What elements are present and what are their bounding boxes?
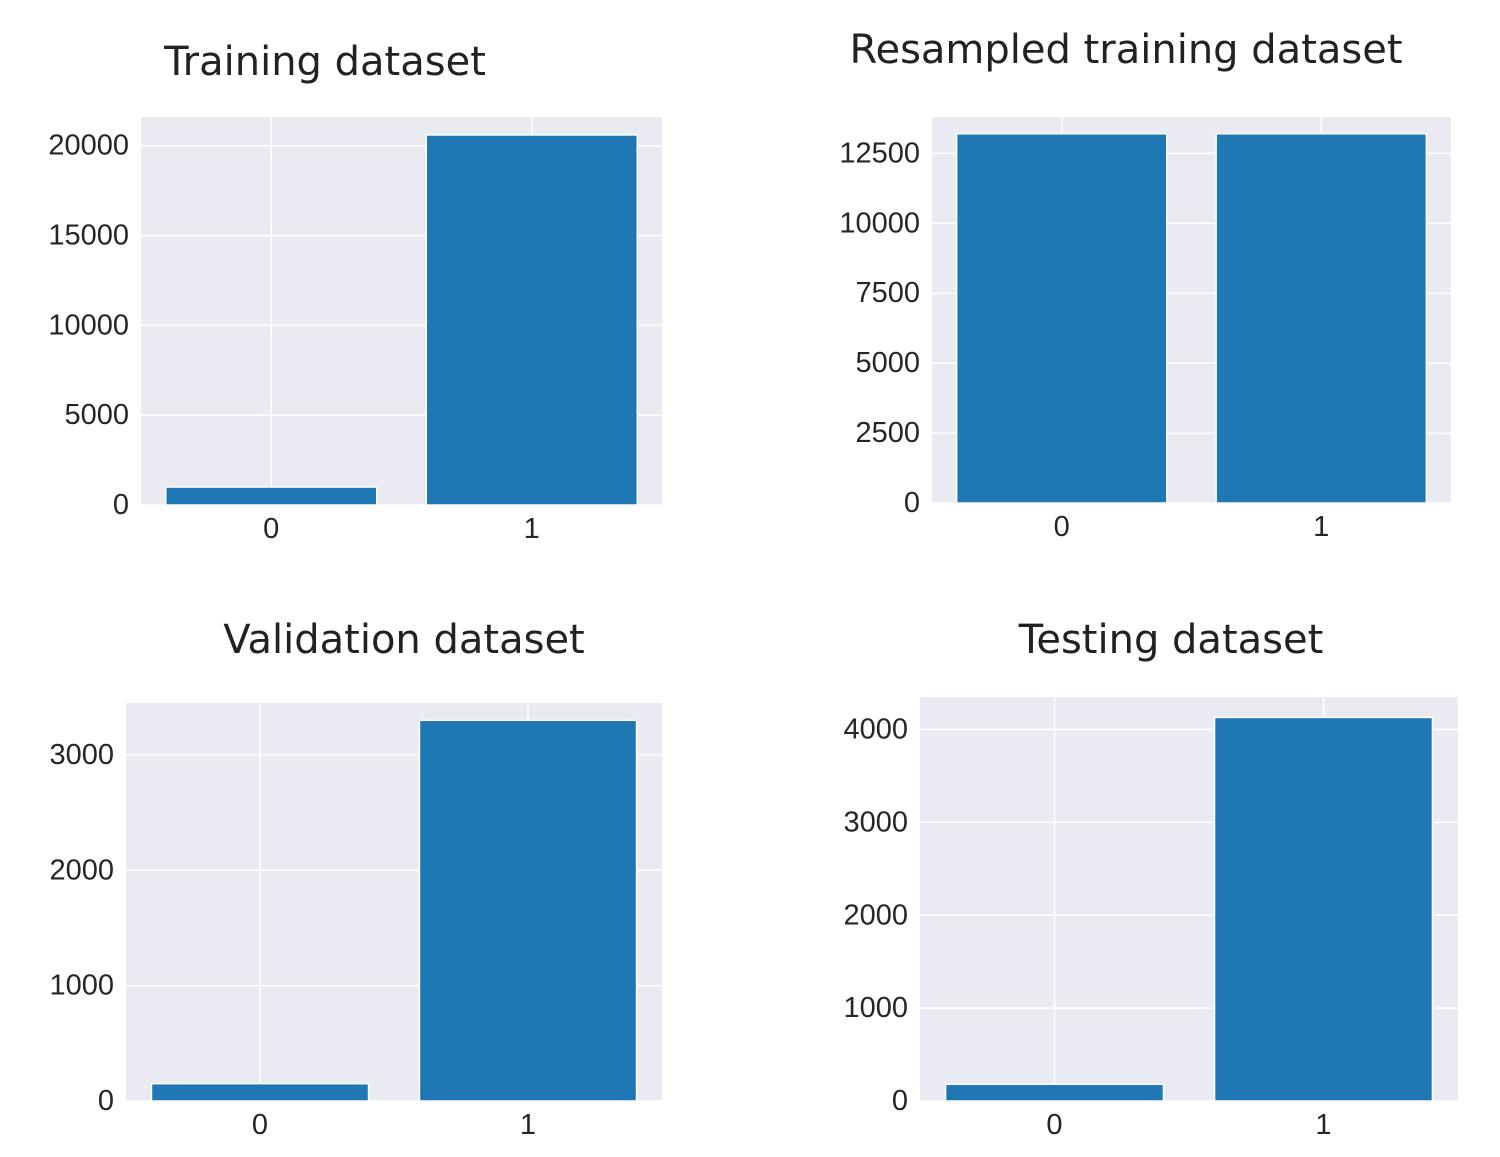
y-tick-label: 2000 xyxy=(843,899,908,931)
x-tick-label: 1 xyxy=(520,1109,536,1141)
y-tick-label: 12500 xyxy=(839,137,920,169)
bar-testing-0 xyxy=(944,1083,1165,1102)
y-tick-label: 7500 xyxy=(855,277,920,309)
x-tick-label: 0 xyxy=(252,1109,268,1141)
chart-panel-training: 0 5000 10000 15000 20000 0 1 Training dataset xyxy=(48,39,662,545)
chart-panel-testing: 0 1000 2000 3000 4000 0 1 Testing dataset xyxy=(843,617,1458,1141)
bar-training-0 xyxy=(164,486,378,506)
chart-title-resampled-training: Resampled training dataset xyxy=(849,27,1402,73)
x-tick-label: 1 xyxy=(1315,1109,1331,1141)
y-tick-label: 10000 xyxy=(48,309,129,341)
y-tick-label: 0 xyxy=(904,487,920,519)
y-tick-label: 4000 xyxy=(843,714,908,746)
x-tick-label: 0 xyxy=(1054,511,1070,543)
y-tick-label: 2500 xyxy=(855,417,920,449)
y-tick-label: 0 xyxy=(113,489,129,521)
bar-training-1 xyxy=(425,134,639,506)
chart-title-validation: Validation dataset xyxy=(223,617,584,663)
y-tick-label: 5000 xyxy=(64,399,129,431)
y-tick-label: 2000 xyxy=(49,854,114,886)
x-tick-label: 0 xyxy=(1046,1109,1062,1141)
x-tick-label: 1 xyxy=(524,513,540,545)
bar-resampled-training-0 xyxy=(955,133,1168,504)
chart-panel-validation: 0 1000 2000 3000 0 1 Validation dataset xyxy=(49,617,662,1141)
bar-validation-1 xyxy=(418,719,638,1102)
chart-title-testing: Testing dataset xyxy=(1018,617,1324,663)
y-tick-label: 3000 xyxy=(843,806,908,838)
y-tick-label: 1000 xyxy=(49,970,114,1002)
chart-title-training: Training dataset xyxy=(163,39,486,85)
bar-validation-0 xyxy=(150,1082,370,1102)
x-tick-label: 1 xyxy=(1313,511,1329,543)
y-tick-label: 3000 xyxy=(49,739,114,771)
y-tick-label: 1000 xyxy=(843,992,908,1024)
y-tick-label: 5000 xyxy=(855,347,920,379)
y-tick-label: 20000 xyxy=(48,130,129,162)
bar-testing-1 xyxy=(1213,716,1434,1102)
x-tick-label: 0 xyxy=(263,513,279,545)
bar-resampled-training-1 xyxy=(1215,133,1428,504)
y-tick-label: 10000 xyxy=(839,207,920,239)
chart-panel-resampled-training: 0 2500 5000 7500 10000 12500 0 1 Resampled train… xyxy=(839,27,1451,543)
y-tick-label: 0 xyxy=(892,1085,908,1117)
y-tick-label: 15000 xyxy=(48,220,129,252)
y-tick-label: 0 xyxy=(98,1085,114,1117)
